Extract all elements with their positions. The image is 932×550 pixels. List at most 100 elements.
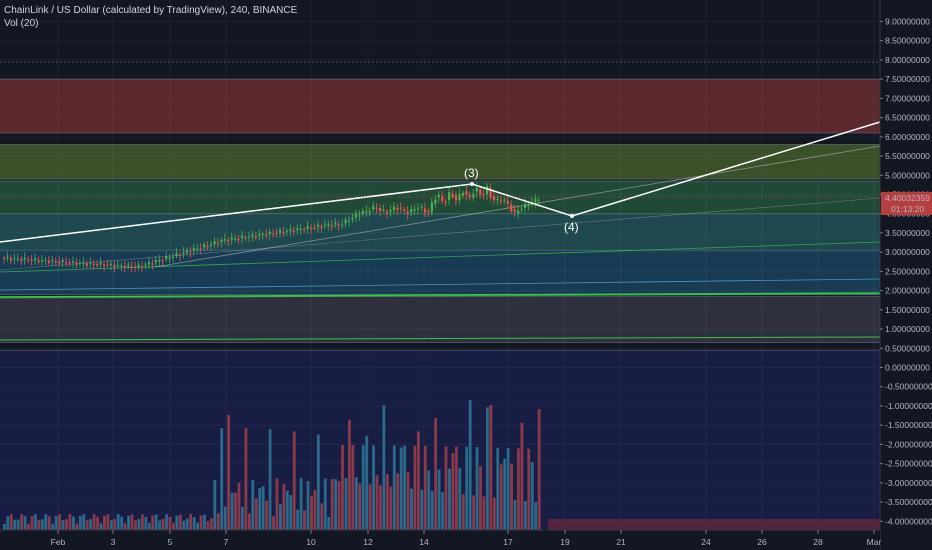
candle [299,228,302,230]
volume-bar [6,516,10,530]
candle [172,256,175,258]
volume-bar [51,523,55,530]
price-tick-label: 9.00000000 [885,16,930,26]
candle [109,263,113,266]
symbol-title[interactable]: ChainLink / US Dollar (calculated by Tra… [4,5,298,16]
candle [37,260,40,263]
volume-bar [434,418,438,530]
candle [6,256,9,259]
volume-bar [399,447,403,530]
price-tick-label: 1.50000000 [885,305,930,315]
candle [227,240,230,242]
candle [89,262,92,264]
candle [103,264,106,267]
volume-bar [496,447,500,530]
volume-bar [216,513,220,530]
volume-bar [413,445,417,530]
candle [82,262,85,264]
volume-bar [520,422,524,530]
volume-bar [234,492,237,530]
volume-bar [147,522,151,530]
volume-bar [427,470,431,530]
volume-bar [137,518,141,530]
volume-bar [72,516,75,530]
price-tick-label: -3.50000000 [885,497,932,507]
wave-label-3: (3) [464,166,479,180]
volume-bar [489,405,493,530]
time-axis-background [0,531,880,550]
candle [20,259,23,261]
volume-bar [206,520,210,530]
wave-point-3 [470,182,474,186]
candle [137,264,140,267]
volume-bar [241,506,244,530]
candle [403,209,406,211]
volume-bar [430,490,434,530]
price-tick-label: 1.00000000 [885,324,930,334]
candle [116,264,120,266]
price-tick-label: -1.50000000 [885,420,932,430]
volume-bar [85,520,89,530]
volume-bar [448,468,451,530]
candle [165,256,168,260]
volume-bar [92,514,96,530]
volume-bar [303,510,306,530]
volume-bar [96,516,99,530]
candle [244,237,247,239]
chart-legend: ChainLink / US Dollar (calculated by Tra… [4,4,297,30]
volume-bar [54,515,58,530]
candle [337,224,340,226]
volume-bar [320,503,324,530]
volume-bar [144,516,148,530]
price-tick-label: 5.00000000 [885,170,930,180]
volume-bar [392,445,396,530]
volume-bar [30,516,34,530]
volume-bar [299,478,303,530]
candle [120,265,123,267]
candle [296,228,299,231]
candle [175,253,178,256]
volume-bar [141,514,144,530]
volume-bar [334,479,337,530]
volume-bar [458,467,462,530]
candle [503,199,506,201]
candle [265,234,268,236]
bar-countdown-label: 01:13:20 [891,204,924,214]
volume-pane-edge [548,519,880,530]
volume-bar [482,496,486,530]
volume-bar [479,466,482,530]
candle [520,208,523,210]
candle [475,187,478,192]
time-tick-label: 14 [419,537,429,547]
candle [261,234,264,236]
volume-bar [285,490,289,530]
volume-indicator-label[interactable]: Vol (20) [4,18,39,29]
candle [392,206,396,211]
candle [58,261,61,264]
candle [185,250,189,253]
volume-bar [306,481,310,530]
candle [203,244,206,248]
volume-bar [475,447,479,530]
volume-bar [175,515,179,530]
time-tick-label: 12 [363,537,373,547]
candle [127,264,130,267]
candle [417,208,420,210]
volume-bar [185,518,189,530]
candle [454,195,458,201]
volume-bar [258,487,262,530]
price-tick-label: 7.50000000 [885,74,930,84]
volume-bar [379,485,382,530]
candle [472,193,475,198]
candle [327,224,330,226]
volume-bar [237,482,241,530]
candle [527,205,530,207]
wave-trend-line[interactable] [0,121,881,243]
candle [399,207,402,209]
volume-bar [289,494,293,530]
candle [382,209,385,211]
candle [534,198,537,203]
candle [303,229,306,231]
